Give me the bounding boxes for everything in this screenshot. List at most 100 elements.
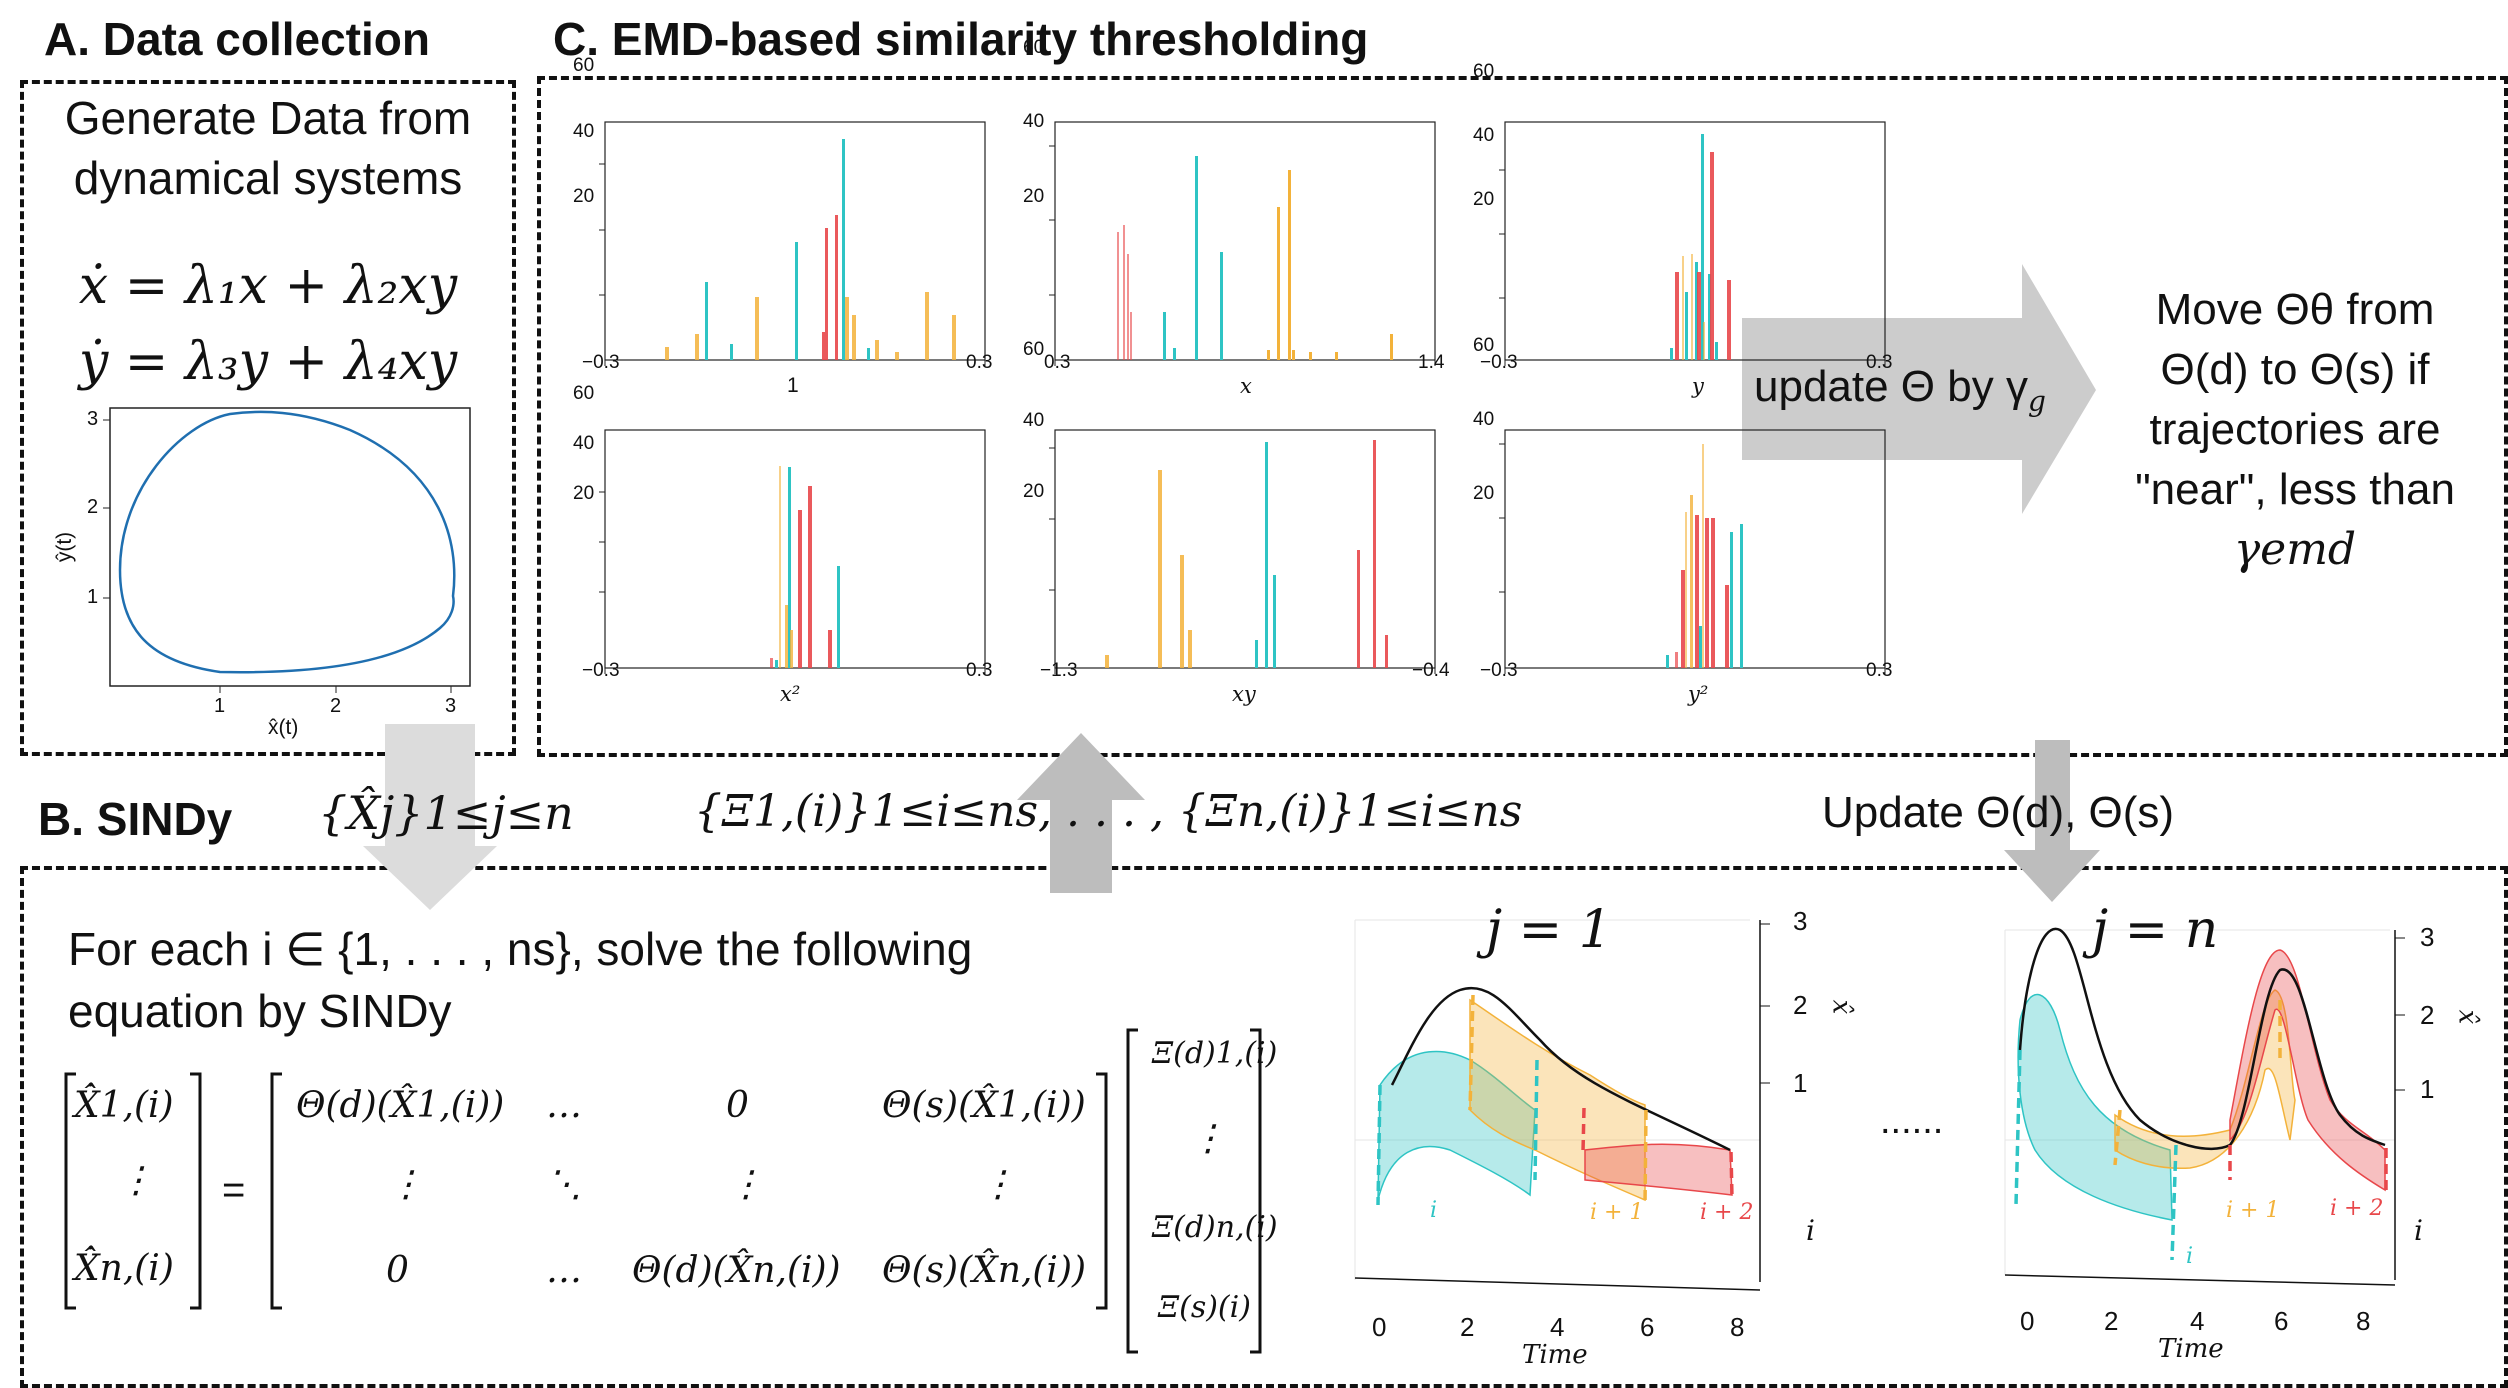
j1-window-i2: i + 2: [1700, 1200, 1754, 1225]
arrow-c-to-b: [2004, 740, 2100, 902]
xi-set-label: {Ξ1,(i)}1≤i≤ns, . . . , {Ξn,(i)}1≤i≤ns: [694, 786, 1523, 837]
phase-ytick-1: 1: [87, 586, 99, 608]
update-theta-d-s-label: Update Θ(d), Θ(s): [1822, 788, 2175, 837]
jn-zlabel: x̂: [2452, 1009, 2483, 1025]
j1-tick-8: 8: [1730, 1312, 1745, 1342]
hist1-ytick-20: 20: [573, 186, 595, 207]
jn-ztick-1: 1: [2420, 1074, 2435, 1104]
matrix-r1c3: 0: [726, 1085, 749, 1126]
jn-tick-0: 0: [2020, 1306, 2035, 1336]
rhs-xi-n: Ξ(d)n,(i): [1152, 1210, 1278, 1245]
move-text-line1: Move Θθ from: [2155, 285, 2435, 334]
matrix-r2c3: ⋮: [728, 1164, 764, 1205]
phase-portrait-plot: [103, 407, 471, 693]
hist1-label: 1: [787, 374, 799, 397]
panel-a-equations: ẋ = λ₁x + λ₂xy ẏ = λ₃y + λ₄xy: [20, 248, 516, 400]
hist5-ytick-60: 60: [1023, 339, 1045, 360]
histogram-1: [599, 121, 986, 366]
hist5-xmin: −1.3: [1040, 660, 1078, 681]
hist4-label: x²: [780, 682, 801, 706]
panel-c-title: C. EMD-based similarity thresholding: [553, 13, 1369, 65]
sindy-matrix-brackets: [64, 1028, 1262, 1354]
plots-ellipsis: ......: [1880, 1100, 1944, 1142]
rhs-xi-s: Ξ(s)(i): [1158, 1290, 1251, 1325]
panel-a-title: A. Data collection: [44, 13, 430, 65]
trajectory-plot-jn: [2004, 927, 2405, 1286]
phase-xtick-2: 2: [330, 695, 342, 717]
phase-ytick-2: 2: [87, 496, 99, 518]
hist5-ytick-20: 20: [1023, 481, 1045, 502]
hist1-ytick-40: 40: [573, 121, 595, 142]
j1-time-label: Time: [1522, 1340, 1588, 1370]
phase-ylabel: ŷ(t): [53, 531, 77, 563]
phase-xtick-3: 3: [445, 695, 457, 717]
arrow-a-to-b: [363, 724, 497, 910]
move-text-line3: trajectories are: [2149, 405, 2441, 454]
jn-ztick-2: 2: [2420, 1000, 2435, 1030]
equals-sign: =: [222, 1168, 246, 1212]
jn-cyan-band: [2017, 993, 2173, 1221]
move-text-line5: γemd: [2233, 524, 2357, 575]
update-theta-text: update Θ by γg: [1754, 362, 2046, 418]
panel-b-description: For each i ∈ {1, . . . , ns}, solve the …: [68, 918, 972, 1042]
j1-red-band: [1584, 1143, 1733, 1196]
phase-trajectory: [118, 410, 456, 674]
hist6-ytick-20: 20: [1473, 483, 1495, 504]
jn-black-curve: [2018, 927, 2386, 1151]
j1-zlabel: x̂: [1826, 999, 1857, 1015]
matrix-r3c3: Θ(d)(X̂n,(i)): [632, 1250, 841, 1291]
hist3-ytick-60: 60: [1473, 61, 1495, 82]
phase-ytick-3: 3: [87, 408, 99, 430]
move-theta-description: Move Θθ from Θ(d) to Θ(s) if trajectorie…: [2090, 280, 2500, 580]
hist2-xmax: 1.4: [1418, 352, 1445, 373]
hist5-xmax: −0.4: [1412, 660, 1450, 681]
matrix-r2c2: ⋱: [546, 1164, 582, 1205]
jn-window-i2: i + 2: [2330, 1196, 2384, 1221]
matrix-r3c2: …: [546, 1250, 582, 1291]
histogram-grid: [599, 121, 1886, 674]
j1-cyan-band: [1377, 1050, 1536, 1201]
phase-xlabel: x̂(t): [268, 716, 299, 739]
equation-y-dot: ẏ = λ₃y + λ₄xy: [78, 332, 458, 392]
jn-tick-8: 8: [2356, 1306, 2371, 1336]
j1-tick-0: 0: [1372, 1312, 1387, 1342]
panel-b-text-line2: equation by SINDy: [68, 985, 452, 1037]
j1-ztick-3: 3: [1793, 906, 1808, 936]
rhs-xi-1: Ξ(d)1,(i): [1152, 1036, 1278, 1071]
j1-orange-band: [1469, 998, 1646, 1202]
histogram-5: [1049, 429, 1436, 674]
matrix-r2c1: ⋮: [388, 1164, 424, 1205]
histogram-4: [599, 429, 986, 674]
matrix-r1c2: …: [546, 1085, 582, 1126]
panel-a-box: [20, 80, 516, 756]
panel-a-text-line2: dynamical systems: [73, 152, 463, 204]
hist4-ytick-20: 20: [573, 483, 595, 504]
hist1-xmax: 0.3: [966, 352, 993, 373]
jn-window-i: i: [2186, 1244, 2194, 1269]
time-axis-n: [2004, 1274, 2396, 1286]
update-theta-label: update Θ by γ: [1754, 362, 2028, 411]
j1-i-axis: i: [1806, 1214, 1815, 1247]
hist3-ytick-20: 20: [1473, 189, 1495, 210]
jn-window-i1: i + 1: [2226, 1198, 2280, 1223]
panel-b-title: B. SINDy: [38, 793, 233, 845]
hist5-ytick-40: 40: [1023, 410, 1045, 431]
panel-b-box: [20, 866, 2508, 1388]
hist6-label: y²: [1688, 682, 1709, 706]
j1-tick-6: 6: [1640, 1312, 1655, 1342]
jn-ztick-3: 3: [2420, 922, 2435, 952]
panel-c-box: [537, 76, 2508, 757]
plot-j1-title: j = 1: [1486, 900, 1612, 960]
jn-tick-6: 6: [2274, 1306, 2289, 1336]
histogram-1-bars: [665, 139, 956, 360]
histogram-2: [1049, 121, 1436, 366]
matrix-r3c1: 0: [386, 1250, 409, 1291]
jn-i-axis: i: [2414, 1214, 2423, 1247]
hist4-xmax: 0.3: [966, 660, 993, 681]
hist2-ytick-20: 20: [1023, 186, 1045, 207]
hist4-ytick-60: 60: [573, 383, 595, 404]
phase-xtick-1: 1: [214, 695, 226, 717]
hist2-label: x: [1240, 374, 1252, 398]
hist4-ytick-40: 40: [573, 433, 595, 454]
arrow-update-theta: [1742, 264, 2096, 514]
